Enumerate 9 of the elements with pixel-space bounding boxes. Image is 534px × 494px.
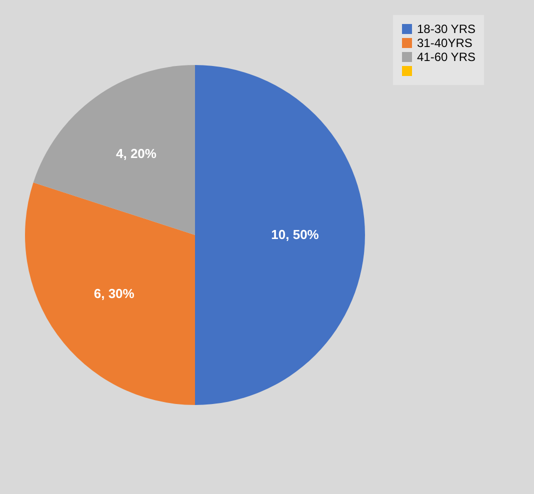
legend-label: 41-60 YRS: [417, 50, 476, 64]
data-label: 10, 50%: [271, 227, 320, 242]
data-label: 6, 30%: [94, 286, 135, 301]
pie-slice: [33, 65, 195, 235]
legend-label: 18-30 YRS: [417, 22, 476, 36]
legend-label: 31-40YRS: [417, 36, 472, 50]
data-label: 4, 20%: [116, 146, 157, 162]
pie-slice: [195, 65, 365, 405]
pie-slice: [25, 182, 195, 405]
